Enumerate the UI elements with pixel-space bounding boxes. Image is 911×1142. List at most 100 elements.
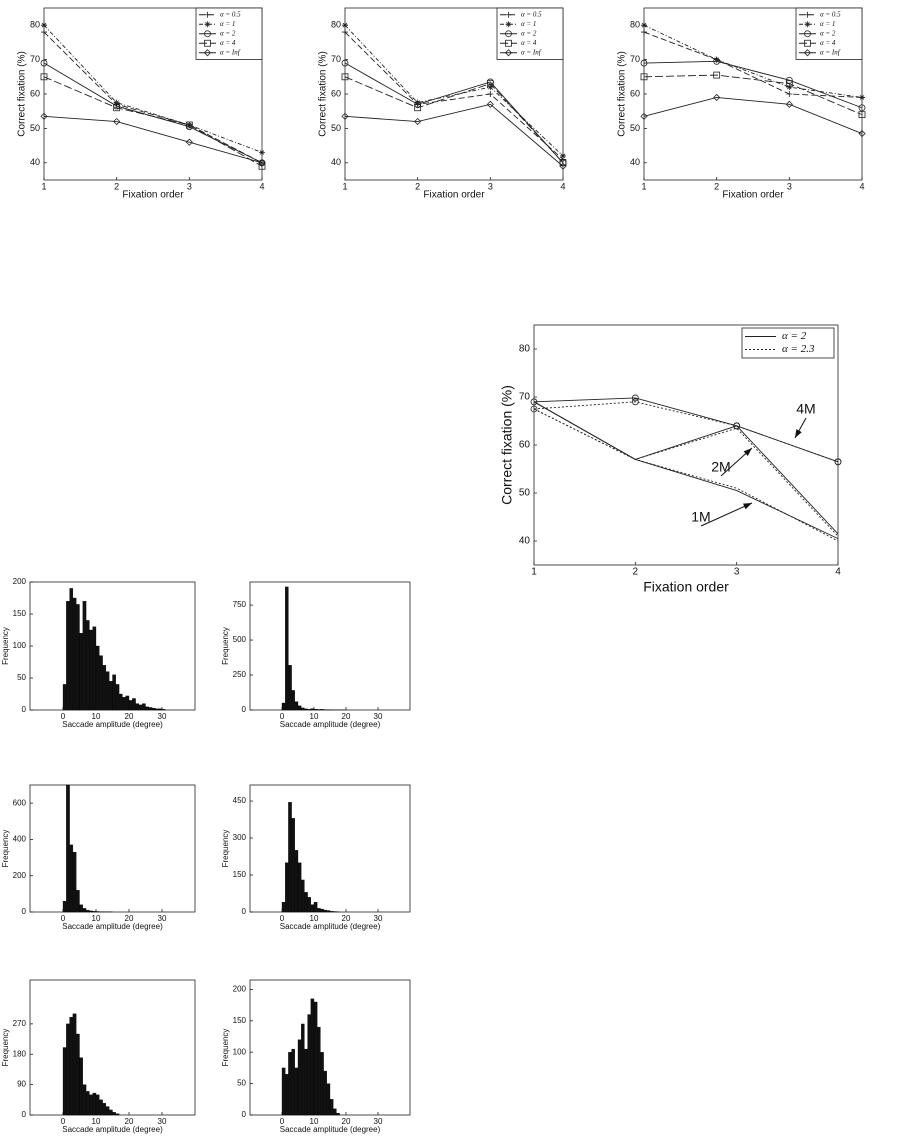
legend-label: α = 0.5 [521, 10, 542, 18]
x-tick-label: 2 [114, 181, 119, 191]
legend-marker [804, 11, 811, 18]
legend-marker [203, 49, 212, 57]
y-tick-label: 70 [630, 54, 640, 64]
bar [82, 1084, 87, 1116]
bar [320, 709, 324, 711]
bar [304, 708, 308, 711]
marker [414, 117, 422, 126]
bar [145, 706, 149, 711]
bar [297, 705, 302, 711]
marker [414, 104, 422, 112]
y-tick-label: 400 [13, 835, 27, 844]
legend-label: α = 4 [220, 39, 236, 47]
legend-label: α = 4 [521, 39, 537, 47]
legend-marker [505, 11, 512, 18]
marker [487, 84, 494, 91]
bar [112, 674, 116, 711]
bar [89, 910, 93, 913]
bar [76, 890, 80, 913]
legend-marker [803, 49, 812, 57]
data-line [43, 76, 263, 167]
marker [113, 104, 121, 112]
legend-marker [804, 30, 811, 38]
bar [85, 910, 90, 913]
data-line [643, 96, 863, 134]
bar [102, 665, 107, 711]
marker [258, 162, 266, 170]
x-axis-label: Saccade amplitude (degree) [280, 720, 381, 729]
bar [281, 901, 286, 913]
y-tick-label: 250 [233, 670, 247, 679]
y-tick-label: 50 [17, 673, 26, 682]
legend-marker [204, 39, 211, 47]
x-tick-label: 10 [92, 914, 101, 923]
plot-frame [249, 581, 411, 711]
x-axis-label: Fixation order [423, 190, 485, 201]
bar [326, 910, 331, 913]
legend-box [741, 327, 835, 359]
bar [323, 909, 327, 913]
bar [297, 862, 302, 913]
bar [135, 703, 140, 711]
x-tick-label: 20 [125, 914, 134, 923]
data-line [533, 397, 839, 463]
bar [148, 707, 153, 711]
bar [85, 1091, 90, 1116]
y-tick-label: 0 [242, 705, 247, 714]
bar [301, 1023, 305, 1116]
bar [301, 879, 305, 913]
x-tick-label: 10 [310, 712, 319, 721]
y-tick-label: 60 [331, 88, 341, 98]
bar [79, 633, 83, 711]
x-tick-label: 2 [633, 567, 639, 578]
marker [858, 129, 866, 138]
bar [85, 620, 90, 711]
bar [329, 1099, 334, 1116]
bar [313, 709, 318, 711]
x-tick-label: 3 [187, 181, 192, 191]
bar [92, 1092, 97, 1116]
annotation: 4M [796, 401, 815, 417]
legend-label: α = 0.5 [820, 10, 841, 18]
bar [79, 904, 83, 913]
bar [323, 1070, 327, 1116]
bar [307, 1014, 311, 1116]
marker [40, 73, 48, 81]
x-axis-label: Saccade amplitude (degree) [62, 720, 163, 729]
y-tick-label: 60 [30, 88, 40, 98]
bar [291, 1048, 295, 1116]
y-tick-label: 200 [233, 985, 247, 994]
y-tick-label: 40 [630, 157, 640, 167]
x-tick-label: 2 [415, 181, 420, 191]
data-line [643, 24, 863, 98]
x-tick-label: 30 [158, 712, 167, 721]
x-tick-label: 30 [374, 1117, 383, 1126]
y-tick-label: 0 [242, 1110, 247, 1119]
y-tick-label: 100 [233, 1047, 247, 1056]
x-tick-label: 3 [488, 181, 493, 191]
x-tick-label: 30 [158, 914, 167, 923]
y-axis-label: Frequency [1, 627, 10, 665]
bar [288, 1052, 292, 1116]
marker [640, 59, 648, 67]
bar [109, 681, 113, 711]
y-axis-label: Frequency [1, 1029, 10, 1067]
bar [297, 1039, 302, 1116]
y-tick-label: 50 [30, 123, 40, 133]
y-axis-label: Frequency [221, 627, 230, 665]
bar [62, 900, 67, 913]
bar [291, 690, 295, 711]
bar [294, 1067, 299, 1116]
bar [294, 850, 299, 913]
y-tick-label: 70 [30, 54, 40, 64]
bar [89, 629, 93, 711]
bar [62, 684, 67, 711]
legend-label: α = Inf [820, 48, 841, 56]
bar [128, 700, 133, 711]
x-axis-label: Fixation order [643, 579, 729, 595]
bar [112, 1112, 116, 1116]
legend-marker [505, 30, 512, 38]
x-tick-label: 3 [787, 181, 792, 191]
plot-frame [29, 784, 196, 913]
annotation: 2M [711, 459, 730, 475]
